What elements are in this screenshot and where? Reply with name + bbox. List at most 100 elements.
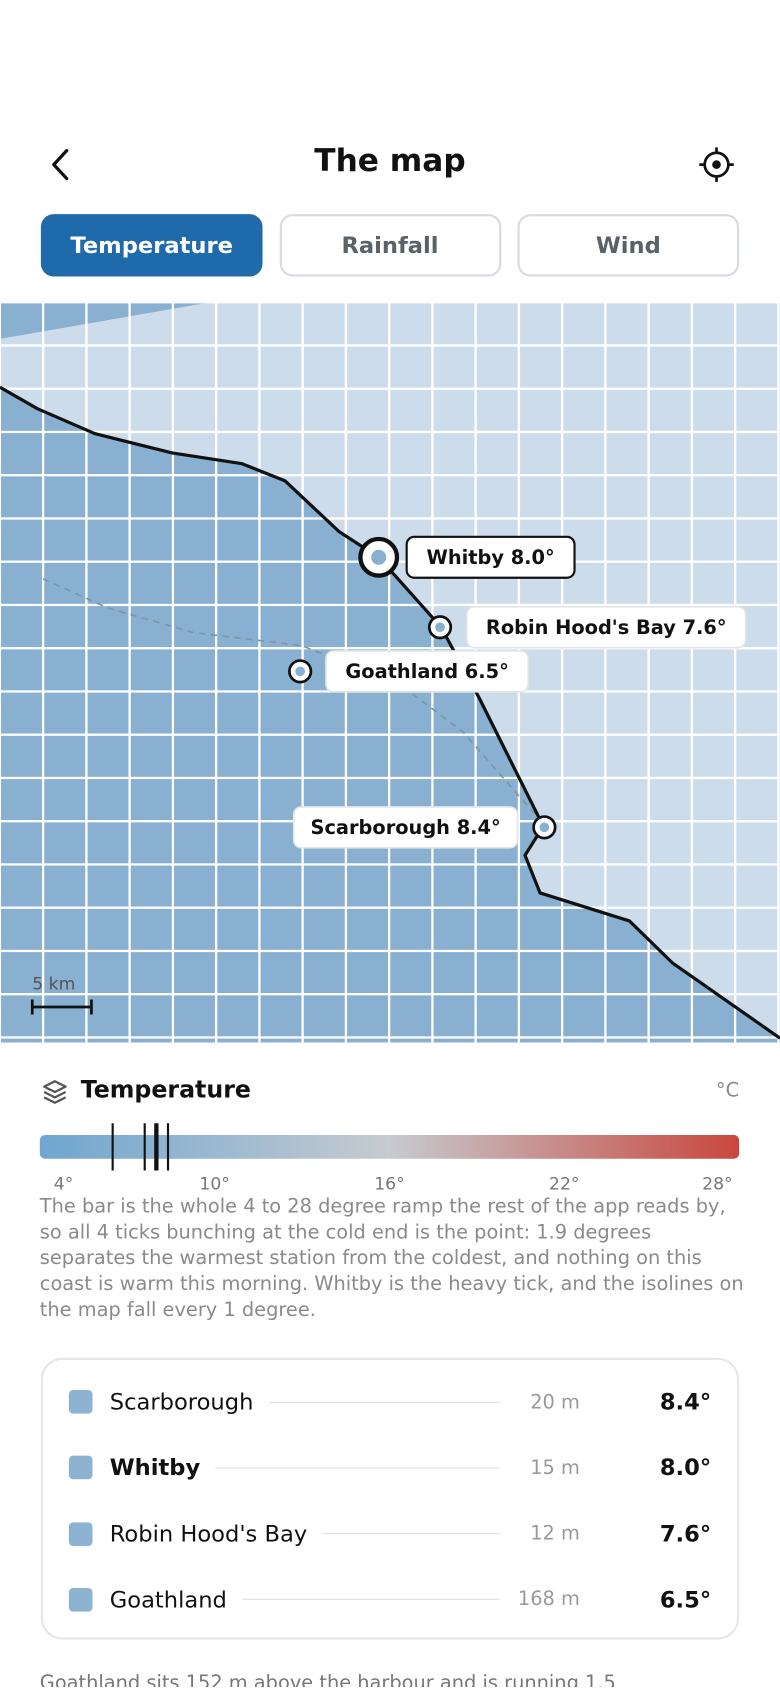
grid-cell — [303, 389, 345, 431]
grid-cell — [563, 779, 605, 821]
grid-cell — [347, 433, 388, 475]
grid-cell — [476, 476, 518, 518]
grid-cell — [736, 519, 778, 561]
footer-text: Goathland sits 152 m above the harbour a… — [39, 1671, 616, 1687]
grid-cell — [1, 562, 42, 604]
grid-cell — [736, 908, 778, 950]
grid-cell — [693, 1038, 734, 1043]
grid-cell — [347, 952, 388, 994]
grid-cell — [433, 303, 475, 345]
station-label-box — [466, 605, 747, 649]
tab[interactable]: Wind — [517, 214, 740, 277]
grid-cell — [606, 865, 648, 907]
back-button[interactable] — [43, 146, 80, 183]
grid-cell — [44, 692, 86, 734]
grid-cell — [260, 1038, 302, 1043]
layers-icon — [43, 1080, 67, 1104]
grid-cell — [736, 433, 778, 475]
grid-cell — [693, 346, 734, 388]
ramp-bar — [39, 1135, 740, 1159]
grid-cell — [130, 995, 172, 1037]
grid-cell — [476, 303, 518, 345]
grid-cell — [390, 303, 432, 345]
grid-cell — [87, 735, 129, 777]
grid-cell — [347, 865, 388, 907]
grid-cell — [563, 952, 605, 994]
grid-cell — [130, 1038, 172, 1043]
grid-cell — [433, 908, 475, 950]
scale-label: 5 km — [32, 974, 75, 994]
grid-cell — [260, 606, 302, 648]
grid-cell — [1, 952, 42, 994]
grid-cell — [520, 692, 561, 734]
grid-cell — [303, 692, 345, 734]
grid-cell — [130, 562, 172, 604]
grid-cell — [174, 779, 215, 821]
grid-cell — [87, 779, 129, 821]
grid-cell — [433, 735, 475, 777]
grid-cell — [736, 476, 778, 518]
grid-cell — [347, 476, 388, 518]
locate-button[interactable] — [697, 145, 736, 184]
grid-cell — [476, 1038, 518, 1043]
grid-cell — [736, 865, 778, 907]
grid-cell — [736, 389, 778, 431]
grid-cell — [433, 995, 475, 1037]
ramp-tick-label: 10° — [199, 1175, 230, 1195]
grid-cell — [303, 433, 345, 475]
grid-cell — [649, 519, 691, 561]
grid-cell — [1, 692, 42, 734]
grid-cell — [1, 346, 42, 388]
grid-cell — [693, 562, 734, 604]
grid-cell — [563, 346, 605, 388]
station-row: Scarborough 20 m 8.4° — [68, 1380, 711, 1423]
grid-cell — [563, 735, 605, 777]
grid-cell — [87, 908, 129, 950]
grid-cell — [44, 346, 86, 388]
grid-cell — [390, 735, 432, 777]
grid-cell — [1, 865, 42, 907]
station-label-box — [405, 535, 576, 579]
station-elevation: 12 m — [530, 1522, 580, 1546]
grid-cell — [693, 865, 734, 907]
grid-cell — [217, 952, 259, 994]
station-name: Robin Hood's Bay — [109, 1520, 308, 1547]
grid-cell — [174, 735, 215, 777]
grid-cell — [606, 995, 648, 1037]
grid-cell — [303, 346, 345, 388]
station-label: Robin Hood's Bay 7.6° — [486, 616, 727, 639]
grid-cell — [303, 952, 345, 994]
grid-cell — [476, 433, 518, 475]
grid-cell — [174, 346, 215, 388]
grid-cell — [130, 779, 172, 821]
grid-cell — [87, 692, 129, 734]
grid-cell — [606, 735, 648, 777]
grid-cell — [303, 606, 345, 648]
station-label: Scarborough 8.4° — [311, 816, 501, 839]
grid-cell — [303, 735, 345, 777]
grid-cell — [87, 346, 129, 388]
station-dot — [371, 549, 387, 565]
grid-cell — [433, 1038, 475, 1043]
grid-cell — [347, 995, 388, 1037]
grid-cell — [563, 389, 605, 431]
station-elevation: 20 m — [530, 1390, 580, 1414]
grid-cell — [44, 519, 86, 561]
grid-cell — [217, 692, 259, 734]
tab[interactable]: Temperature — [40, 214, 263, 277]
grid-cell — [130, 822, 172, 864]
grid-cell — [606, 303, 648, 345]
grid-cell — [693, 908, 734, 950]
grid-cell — [606, 389, 648, 431]
grid-cell — [1, 779, 42, 821]
grid-cell — [649, 433, 691, 475]
grid-cell — [1, 995, 42, 1037]
grid-cell — [87, 476, 129, 518]
grid-cell — [390, 433, 432, 475]
grid-cell — [606, 562, 648, 604]
tab[interactable]: Rainfall — [279, 214, 501, 277]
grid-cell — [44, 649, 86, 691]
grid-cell — [217, 476, 259, 518]
grid-cell — [606, 649, 648, 691]
grid-cell — [433, 952, 475, 994]
